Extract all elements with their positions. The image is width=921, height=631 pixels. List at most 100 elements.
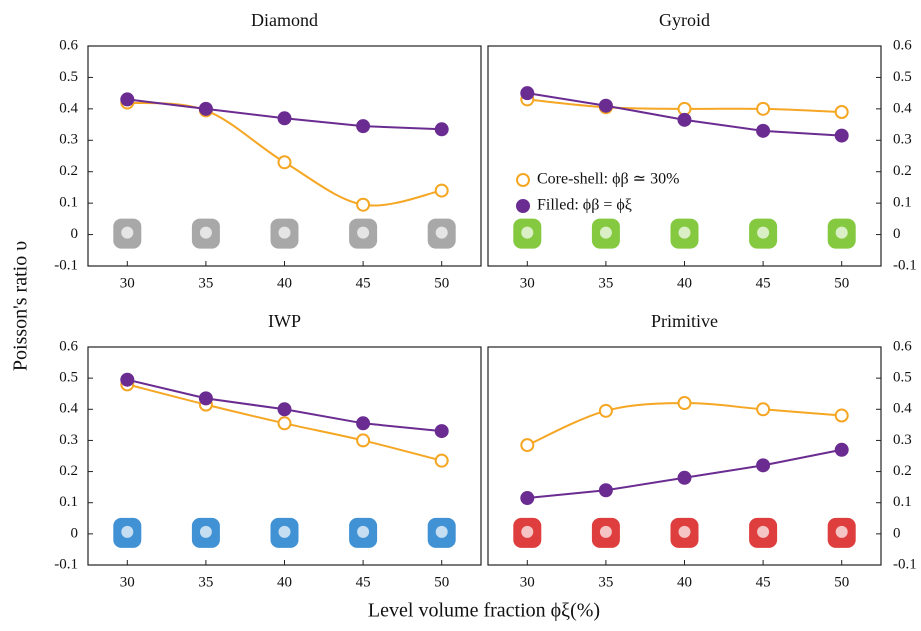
structure-icon <box>670 517 699 548</box>
icon-hole <box>599 226 612 239</box>
data-point <box>434 424 449 439</box>
x-tick-label: 35 <box>198 275 213 291</box>
y-tick-label: 0 <box>893 525 901 541</box>
icon-hole <box>521 226 534 239</box>
icon-hole <box>199 226 212 239</box>
structure-icon <box>191 517 220 548</box>
structure-icon <box>513 517 542 548</box>
y-axis-label: Poisson's ratio υ <box>10 241 32 371</box>
data-point <box>677 396 692 411</box>
data-point <box>834 128 849 143</box>
data-point <box>198 101 213 116</box>
y-tick-label: 0.3 <box>893 132 912 148</box>
y-tick-label: 0.5 <box>59 370 78 386</box>
data-point <box>756 402 771 417</box>
y-tick-label: 0.6 <box>893 338 912 354</box>
icon-hole <box>435 525 448 538</box>
x-tick-label: 35 <box>198 574 213 590</box>
structure-icon <box>113 218 142 249</box>
y-tick-label: 0.4 <box>893 100 912 116</box>
icon-hole <box>357 525 370 538</box>
x-tick-label: 45 <box>356 574 371 590</box>
y-tick-label: 0.6 <box>59 37 78 53</box>
y-tick-label: 0 <box>71 525 79 541</box>
y-tick-label: 0 <box>893 226 901 242</box>
panel-title: Diamond <box>251 10 318 30</box>
y-tick-label: 0.2 <box>893 163 912 179</box>
y-tick-label: 0.3 <box>59 132 78 148</box>
y-tick-label: 0.5 <box>893 370 912 386</box>
data-point <box>677 470 692 485</box>
y-tick-label: -0.1 <box>54 257 78 273</box>
x-axis-label: Level volume fraction ϕξ(%) <box>368 600 600 622</box>
data-point <box>834 105 849 119</box>
icon-hole <box>678 226 691 239</box>
structure-icon <box>349 218 378 249</box>
y-tick-label: 0 <box>71 226 79 242</box>
x-tick-label: 40 <box>277 574 292 590</box>
structure-icon <box>591 517 620 548</box>
x-tick-label: 50 <box>834 275 849 291</box>
x-tick-label: 45 <box>756 275 771 291</box>
data-point <box>834 408 849 423</box>
y-tick-label: 0.5 <box>893 69 912 85</box>
icon-hole <box>599 525 612 538</box>
y-tick-label: 0.5 <box>59 69 78 85</box>
data-point <box>356 119 371 134</box>
x-tick-label: 40 <box>277 275 292 291</box>
data-point <box>520 86 535 101</box>
data-point <box>277 416 292 431</box>
panel-title: Primitive <box>651 311 718 331</box>
data-point <box>598 98 613 113</box>
structure-icon <box>670 218 699 249</box>
structure-icon <box>749 218 778 249</box>
y-tick-label: 0.1 <box>59 494 78 510</box>
data-point <box>120 372 135 387</box>
icon-hole <box>121 226 134 239</box>
data-point <box>434 453 449 468</box>
legend-label: Filled: ϕβ = ϕξ <box>537 197 632 214</box>
x-tick-label: 30 <box>520 574 535 590</box>
y-tick-label: 0.3 <box>893 432 912 448</box>
icon-hole <box>678 525 691 538</box>
y-tick-label: 0.4 <box>59 100 78 116</box>
legend-label: Core-shell: ϕβ ≃ 30% <box>537 171 679 188</box>
icon-hole <box>521 525 534 538</box>
x-tick-label: 40 <box>677 574 692 590</box>
structure-icon <box>827 517 856 548</box>
x-tick-label: 45 <box>756 574 771 590</box>
x-tick-label: 45 <box>356 275 371 291</box>
y-tick-label: 0.2 <box>59 463 78 479</box>
legend-marker <box>516 199 530 213</box>
data-point <box>520 491 535 506</box>
icon-hole <box>435 226 448 239</box>
y-tick-label: 0.6 <box>893 37 912 53</box>
data-point <box>356 197 371 212</box>
y-tick-label: -0.1 <box>893 556 917 572</box>
icon-hole <box>121 525 134 538</box>
data-point <box>277 155 292 170</box>
icon-hole <box>757 525 770 538</box>
structure-icon <box>749 517 778 548</box>
legend-marker <box>516 173 530 187</box>
icon-hole <box>757 226 770 239</box>
structure-icon <box>513 218 542 249</box>
data-point <box>677 112 692 127</box>
y-tick-label: 0.2 <box>893 463 912 479</box>
x-tick-label: 40 <box>677 275 692 291</box>
data-point <box>434 122 449 137</box>
y-tick-label: -0.1 <box>893 257 917 273</box>
y-tick-label: 0.1 <box>893 494 912 510</box>
data-point <box>834 442 849 457</box>
y-tick-label: 0.1 <box>59 195 78 211</box>
data-point <box>756 123 771 138</box>
data-point <box>198 391 213 406</box>
x-tick-label: 35 <box>598 574 613 590</box>
y-tick-label: 0.6 <box>59 338 78 354</box>
y-tick-label: -0.1 <box>54 556 78 572</box>
x-tick-label: 30 <box>120 574 135 590</box>
structure-icon <box>827 218 856 249</box>
data-point <box>434 183 449 198</box>
panel-title: Gyroid <box>659 10 710 30</box>
structure-icon <box>591 218 620 249</box>
